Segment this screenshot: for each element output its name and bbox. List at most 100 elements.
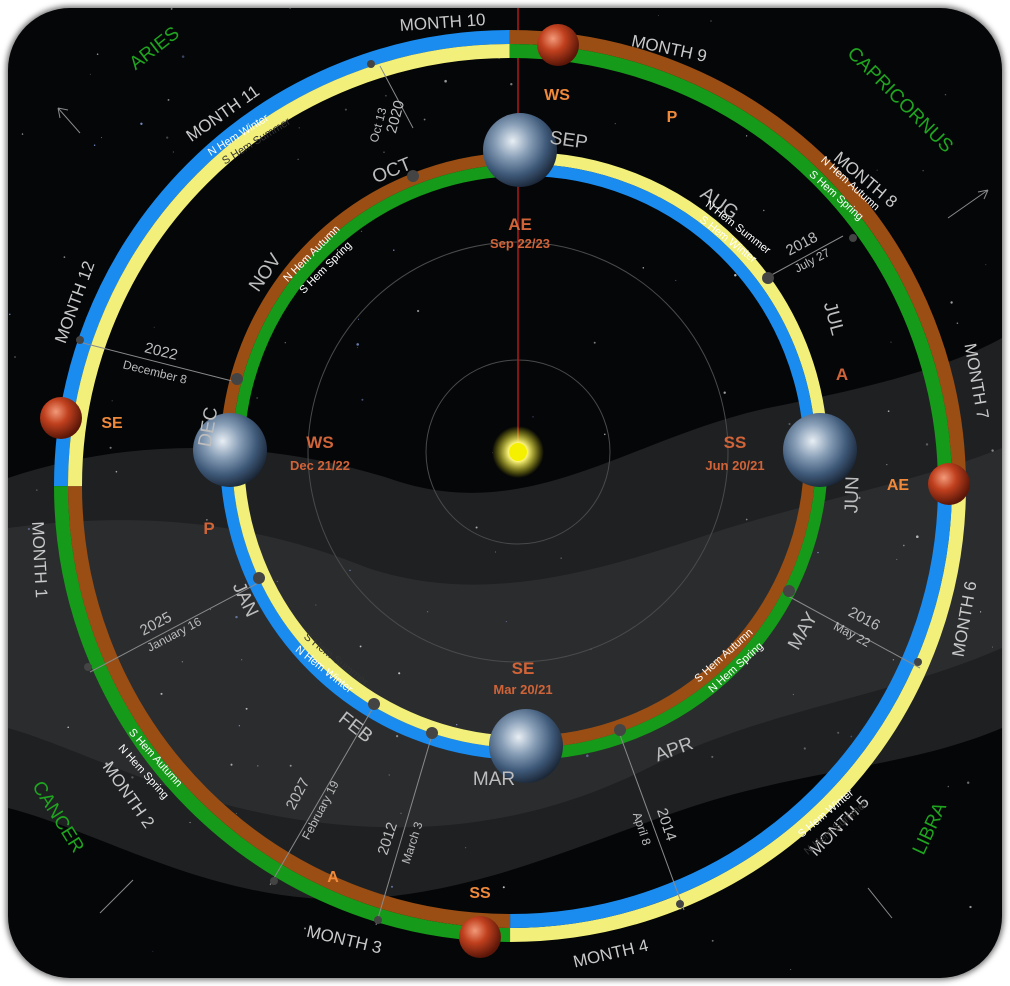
star	[131, 776, 134, 779]
star	[167, 98, 170, 101]
star	[423, 118, 426, 121]
star	[256, 397, 258, 399]
inner-month-label: JUN	[841, 476, 863, 514]
star	[922, 170, 924, 172]
star	[850, 735, 853, 738]
star	[356, 343, 359, 346]
star	[361, 398, 364, 401]
star	[230, 763, 233, 766]
star	[792, 693, 795, 696]
inner-month-label: JUL	[819, 300, 848, 338]
star	[947, 785, 950, 788]
star	[502, 886, 505, 889]
outer-month-label: MONTH 3	[305, 922, 384, 958]
star	[390, 885, 394, 888]
star	[238, 725, 241, 727]
star	[593, 341, 596, 344]
star	[444, 79, 447, 83]
star	[745, 518, 748, 521]
star	[359, 645, 362, 648]
star	[510, 83, 513, 86]
earth-icon	[489, 709, 563, 783]
star	[9, 313, 11, 315]
star	[257, 765, 259, 767]
star	[858, 496, 861, 500]
star	[892, 659, 895, 661]
star	[991, 646, 994, 648]
inner-event-date: Jun 20/21	[705, 458, 764, 473]
star	[235, 615, 238, 619]
star	[532, 416, 534, 418]
star	[902, 544, 905, 547]
inner-event-label: P	[203, 519, 214, 538]
inner-event-label: WS	[306, 433, 333, 452]
star	[560, 557, 562, 559]
star	[658, 15, 659, 16]
outer-event-label: P	[667, 109, 678, 126]
diagram-frame: ARIES CAPRICORNUS CANCER LIBRA MONTH 1 M…	[8, 8, 1002, 978]
star	[723, 391, 726, 394]
star	[105, 762, 108, 765]
star	[416, 309, 420, 313]
star	[349, 569, 351, 572]
mars-icon	[537, 24, 579, 66]
star	[604, 433, 606, 436]
star	[383, 151, 385, 153]
star	[393, 249, 395, 251]
star	[360, 230, 363, 233]
star	[675, 279, 677, 281]
mars-icon	[459, 916, 501, 958]
star	[925, 443, 929, 446]
star	[284, 342, 286, 344]
earth-icon	[783, 413, 857, 487]
star	[298, 127, 300, 129]
star	[788, 422, 791, 426]
inner-event-label: AE	[508, 215, 532, 234]
inner-event-date: Sep 22/23	[490, 236, 550, 251]
outer-event-label: A	[327, 869, 339, 886]
star	[980, 12, 982, 14]
star	[245, 707, 248, 710]
star	[109, 446, 112, 449]
star	[181, 661, 184, 663]
star	[153, 326, 155, 328]
star	[315, 604, 317, 606]
star	[100, 137, 102, 139]
star	[398, 672, 401, 675]
star	[388, 774, 390, 776]
zodiac-label: CAPRICORNUS	[843, 43, 957, 157]
inner-event-label: SS	[724, 433, 747, 452]
star	[166, 136, 169, 139]
outer-event-label: SE	[101, 415, 123, 432]
outer-month-label: MONTH 4	[571, 936, 650, 972]
star	[586, 754, 589, 758]
star	[14, 356, 16, 358]
mars-icon	[928, 463, 970, 505]
star	[385, 94, 387, 97]
star	[357, 347, 359, 349]
star	[344, 108, 347, 111]
sun-icon	[509, 443, 527, 461]
star	[27, 527, 31, 531]
star	[876, 169, 878, 171]
star	[297, 158, 299, 160]
star	[289, 764, 292, 767]
inner-month-label: SEP	[548, 128, 589, 154]
outer-month-label: MONTH 1	[28, 521, 51, 598]
star	[357, 318, 360, 320]
star	[711, 939, 714, 942]
star	[916, 535, 919, 538]
star	[680, 908, 682, 911]
star	[991, 449, 994, 452]
star	[396, 735, 399, 738]
star	[304, 927, 306, 930]
star	[896, 558, 898, 560]
direction-arrows	[57, 107, 989, 919]
outer-event-label: SS	[469, 885, 491, 902]
star	[763, 209, 765, 212]
star	[21, 133, 24, 135]
star	[276, 580, 278, 582]
earth-icon	[193, 413, 267, 487]
star	[181, 55, 185, 58]
star	[63, 256, 66, 258]
